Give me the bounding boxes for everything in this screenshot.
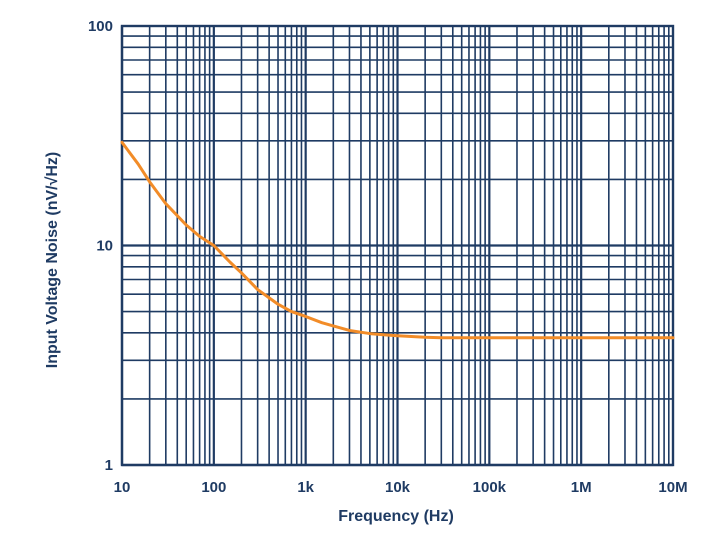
x-tick-label: 100k bbox=[473, 479, 507, 496]
x-tick-label: 100 bbox=[201, 479, 226, 496]
y-axis-label: Input Voltage Noise (nV/√Hz) bbox=[44, 152, 61, 368]
noise-curve-series-0 bbox=[120, 140, 675, 340]
x-tick-label: 10 bbox=[114, 479, 131, 496]
x-tick-label: 1M bbox=[571, 479, 592, 496]
x-tick-label: 10M bbox=[658, 479, 687, 496]
y-tick-label: 10 bbox=[96, 238, 113, 255]
plot-frame bbox=[120, 24, 675, 467]
x-tick-label: 10k bbox=[385, 479, 411, 496]
grid bbox=[120, 24, 675, 467]
y-tick-label: 100 bbox=[88, 18, 113, 35]
y-tick-label: 1 bbox=[105, 457, 113, 474]
x-axis-label: Frequency (Hz) bbox=[338, 508, 454, 525]
series-layer bbox=[120, 140, 675, 340]
x-tick-label: 1k bbox=[297, 479, 314, 496]
